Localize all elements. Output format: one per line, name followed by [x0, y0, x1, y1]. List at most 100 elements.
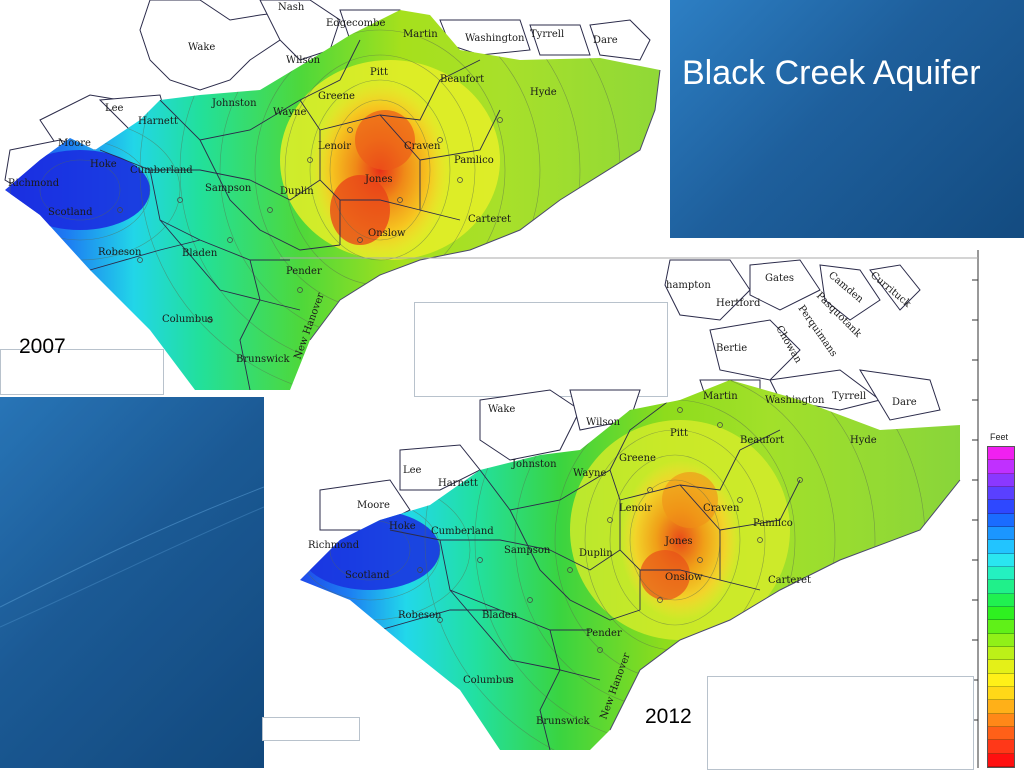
decorative-blue-panel — [0, 397, 264, 768]
year-2007-frame — [0, 349, 164, 395]
county-label-2012: Martin — [703, 391, 738, 402]
empty-frame-bottom-left — [262, 717, 360, 741]
legend-swatch — [988, 500, 1014, 514]
legend-swatch — [988, 753, 1014, 767]
county-label-2012: Carteret — [768, 575, 811, 586]
county-label-2007: Robeson — [98, 247, 142, 258]
legend-swatch — [988, 686, 1014, 701]
county-label-2007: Hyde — [530, 87, 557, 98]
county-label-2012: Columbus — [463, 675, 514, 686]
legend-swatch — [988, 447, 1014, 461]
legend-swatch — [988, 726, 1014, 741]
legend-swatch — [988, 460, 1014, 474]
legend-swatch — [988, 700, 1014, 714]
county-label-2012: Lenoir — [619, 503, 652, 514]
legend-swatch — [988, 606, 1014, 621]
legend-swatch — [988, 593, 1014, 607]
legend-swatch — [988, 580, 1014, 594]
empty-frame-middle — [414, 302, 668, 397]
county-label-2007: Richmond — [8, 178, 60, 189]
county-label-2012: Tyrrell — [832, 391, 866, 402]
county-label-2007: Jones — [364, 174, 393, 185]
county-label-2007: Nash — [278, 2, 305, 13]
county-label-2007: Dare — [593, 35, 618, 46]
county-label-2007: Cumberland — [130, 165, 193, 176]
county-label-2012: Duplin — [579, 548, 613, 559]
slide-title: Black Creek Aquifer — [682, 54, 981, 92]
county-label-2012: Dare — [892, 397, 917, 408]
map-2012-labels: hampton Gates Camden Currituck Pasquotan… — [308, 270, 917, 727]
county-label-2012: Beaufort — [740, 435, 784, 446]
legend-swatch — [988, 673, 1014, 687]
title-panel: Black Creek Aquifer — [670, 0, 1024, 238]
county-label-2012: Bladen — [482, 610, 518, 621]
county-label-2012: New Hanover — [598, 651, 632, 721]
county-label-2012: Gates — [765, 273, 794, 284]
map-2007 — [4, 0, 661, 390]
county-label-2007: Lee — [105, 103, 124, 114]
county-label-2007: Craven — [404, 141, 441, 152]
county-label-2012: Wayne — [573, 468, 606, 479]
legend-swatch — [988, 473, 1014, 487]
county-label-2012: Washington — [765, 395, 825, 406]
color-legend — [987, 446, 1015, 768]
county-label-2007: Wake — [188, 42, 215, 53]
county-label-2007: Columbus — [162, 314, 213, 325]
county-label-2007: Onslow — [368, 228, 406, 239]
legend-unit-label: Feet — [990, 432, 1009, 442]
county-label-2012: Craven — [703, 503, 740, 514]
legend-swatch — [988, 713, 1014, 727]
county-label-2007: Hoke — [90, 159, 117, 170]
county-label-2007: Bladen — [182, 248, 218, 259]
county-label-2012: Greene — [619, 453, 656, 464]
county-label-2012: Cumberland — [431, 526, 494, 537]
county-label-2007: Washington — [465, 33, 525, 44]
map-2012 — [280, 250, 979, 768]
county-label-2012: Onslow — [665, 572, 703, 583]
county-label-2012: Wake — [488, 404, 515, 415]
county-label-2007: Pitt — [370, 67, 388, 78]
legend-swatch — [988, 660, 1014, 674]
county-label-2012: Lee — [403, 465, 422, 476]
county-label-2007: Wilson — [286, 55, 321, 66]
county-label-2012: hampton — [666, 280, 711, 291]
county-label-2012: Moore — [357, 500, 390, 511]
county-label-2007: Martin — [403, 29, 438, 40]
legend-swatch — [988, 646, 1014, 661]
county-label-2012: Currituck — [868, 270, 913, 311]
county-label-2012: Harnett — [438, 478, 478, 489]
map-2007-labels: Nash Edgecombe Martin Washington Tyrrell… — [8, 2, 618, 365]
county-label-2012: Jones — [664, 536, 693, 547]
county-label-2007: Lenoir — [318, 141, 351, 152]
county-label-2007: Sampson — [205, 183, 252, 194]
county-label-2007: Tyrrell — [530, 29, 564, 40]
legend-swatch — [988, 513, 1014, 527]
county-label-2012: Johnston — [511, 459, 557, 470]
county-label-2007: Brunswick — [236, 354, 291, 365]
legend-swatch — [988, 486, 1014, 501]
county-label-2012: Wilson — [586, 417, 621, 428]
county-label-2007: Pamlico — [454, 155, 494, 166]
county-label-2012: Pitt — [670, 428, 688, 439]
year-label-2007: 2007 — [19, 335, 66, 358]
county-label-2012: Brunswick — [536, 716, 591, 727]
county-label-2012: Pender — [586, 628, 622, 639]
county-label-2007: Harnett — [138, 116, 178, 127]
year-2012-frame — [707, 676, 974, 770]
county-label-2012: Bertie — [716, 343, 747, 354]
county-label-2007: Beaufort — [440, 74, 484, 85]
legend-swatch — [988, 566, 1014, 581]
year-label-2012: 2012 — [645, 705, 692, 728]
county-label-2012: Hoke — [389, 521, 416, 532]
county-label-2007: Duplin — [280, 186, 314, 197]
county-label-2012: Pamlico — [753, 518, 793, 529]
county-label-2012: Scotland — [345, 570, 390, 581]
legend-swatch — [988, 633, 1014, 647]
county-label-2007: Moore — [58, 138, 91, 149]
county-label-2012: Robeson — [398, 610, 442, 621]
county-label-2007: Scotland — [48, 207, 93, 218]
county-label-2007: Carteret — [468, 214, 511, 225]
county-label-2012: Hyde — [850, 435, 877, 446]
county-label-2012: Hertford — [716, 298, 761, 309]
county-label-2007: Greene — [318, 91, 355, 102]
